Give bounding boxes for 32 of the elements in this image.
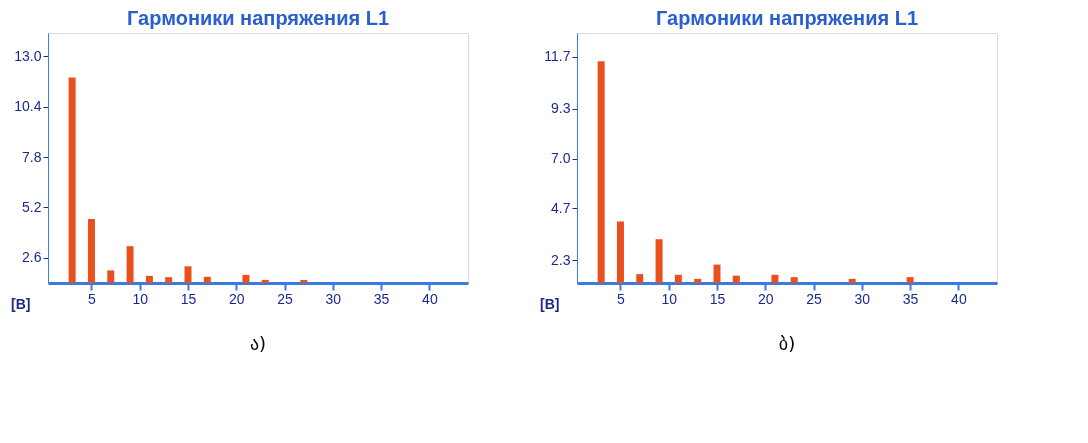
y-axis-title: [B]: [11, 295, 31, 312]
y-tick-label: 2.6: [22, 249, 42, 266]
y-tick-label: 7.8: [22, 148, 42, 165]
x-tick-label: 10: [661, 290, 678, 307]
chart-title: Гармоники напряжения L1: [655, 7, 919, 29]
y-tick-label: 5.2: [22, 198, 42, 215]
x-tick-label: 30: [325, 290, 342, 307]
x-tick-label: 40: [422, 290, 438, 307]
x-tick-label: 35: [373, 290, 390, 307]
x-tick-label: 35: [902, 290, 919, 307]
x-tick-label: 15: [709, 290, 726, 307]
y-axis-title: [B]: [540, 295, 560, 312]
x-tick-label: 20: [228, 290, 245, 307]
y-tick-label: 10.4: [14, 98, 42, 115]
x-tick-label: 5: [617, 290, 626, 307]
text: ბ): [778, 333, 796, 354]
y-tick-label: 11.7: [544, 48, 571, 65]
x-tick-label: 25: [806, 290, 823, 307]
x-tick-label: 20: [757, 290, 774, 307]
x-tick-label: 40: [951, 290, 967, 307]
text: ა): [249, 333, 267, 354]
y-tick-label: 2.3: [551, 251, 571, 268]
chart-title: Гармоники напряжения L1: [126, 7, 390, 29]
y-tick-label: 4.7: [551, 199, 571, 216]
y-tick-label: 7.0: [551, 150, 571, 167]
x-tick-label: 10: [132, 290, 149, 307]
y-tick-label: 9.3: [551, 100, 571, 117]
x-tick-label: 5: [88, 290, 97, 307]
y-tick-label: 13.0: [14, 47, 42, 64]
x-tick-label: 15: [180, 290, 197, 307]
x-tick-label: 25: [277, 290, 294, 307]
x-tick-label: 30: [854, 290, 871, 307]
